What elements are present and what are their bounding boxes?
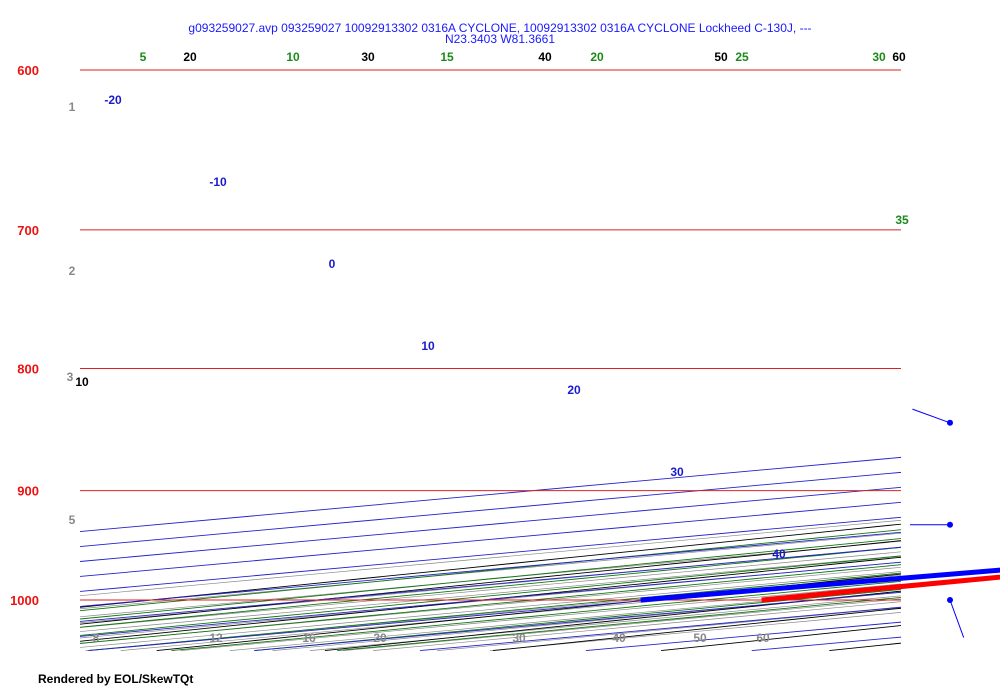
isotherm-line xyxy=(80,561,901,637)
dry-adiabats xyxy=(80,523,901,652)
mixing-ratio-line xyxy=(80,519,901,597)
dry-adiabat-line xyxy=(80,540,901,625)
mixing-ratio-label: 60 xyxy=(756,631,770,645)
isotherm-label: -20 xyxy=(104,93,122,107)
chart-title-line1: g093259027.avp 093259027 10092913302 031… xyxy=(188,21,811,35)
moist-adiabat-label: 35 xyxy=(895,213,909,227)
mixing-ratio-label: 5 xyxy=(69,513,76,527)
mixing-ratio-label: 1 xyxy=(69,100,76,114)
moist-adiabat-line xyxy=(80,546,901,628)
wind-barb-staff xyxy=(912,408,951,424)
isotherm-label: -10 xyxy=(209,175,227,189)
mixing-ratio-line xyxy=(80,571,901,648)
mixing-ratio-line xyxy=(80,561,901,639)
moist-adiabat-label: 15 xyxy=(440,50,454,64)
mixing-ratio-label: 50 xyxy=(693,631,707,645)
moist-adiabat-label: 25 xyxy=(735,50,749,64)
moist-adiabat-line xyxy=(80,555,901,636)
dry-adiabat-line xyxy=(829,642,901,652)
isotherm-line xyxy=(80,501,901,577)
dry-adiabat-line xyxy=(80,556,901,642)
mixing-ratio-line xyxy=(80,551,901,628)
mixing-ratio-line xyxy=(80,540,901,618)
moist-adiabat-line xyxy=(80,564,901,644)
sounding-profiles xyxy=(640,567,1000,603)
mixing-ratio-label: 8 xyxy=(93,631,100,645)
moist-adiabat-line xyxy=(80,529,901,612)
pressure-label: 1000 xyxy=(10,593,39,608)
isotherm-line xyxy=(80,486,901,562)
isotherm-label: 0 xyxy=(329,257,336,271)
isotherm-line xyxy=(88,576,901,652)
mixing-ratio-lines xyxy=(80,519,901,651)
pressure-label: 900 xyxy=(17,484,39,499)
mixing-ratio-label: 20 xyxy=(373,631,387,645)
mixing-ratio-line xyxy=(80,532,901,610)
footer-credit: Rendered by EOL/SkewTQt xyxy=(38,672,194,686)
dry-adiabat-label: 40 xyxy=(538,50,552,64)
isotherm-line xyxy=(420,606,901,652)
mixing-ratio-line xyxy=(80,555,901,632)
moist-adiabat-label: 20 xyxy=(590,50,604,64)
dry-adiabat-label: 10 xyxy=(75,375,89,389)
chart-labels: 600 700 800 900 1000 -20 -10 0 10 20 30 40 20 30 40 50 6… xyxy=(10,50,909,645)
dry-adiabat-line xyxy=(492,607,901,652)
mixing-ratio-label: 12 xyxy=(209,631,223,645)
isotherms xyxy=(80,456,901,652)
wind-barb-station xyxy=(947,419,953,426)
moist-adiabat-line xyxy=(88,572,901,652)
moist-adiabats xyxy=(80,529,901,652)
mixing-ratio-label: 3 xyxy=(67,370,74,384)
moist-adiabat-label: 10 xyxy=(286,50,300,64)
wind-barbs xyxy=(910,408,965,638)
mixing-ratio-label: 16 xyxy=(302,631,316,645)
dry-adiabat-label: 20 xyxy=(183,50,197,64)
isotherm-line xyxy=(80,531,901,607)
pressure-label: 600 xyxy=(17,63,39,78)
pressure-label: 800 xyxy=(17,361,39,376)
isotherm-line xyxy=(80,471,901,547)
mixing-ratio-line xyxy=(85,574,901,651)
mixing-ratio-line xyxy=(343,598,901,651)
moist-adiabat-label: 30 xyxy=(872,50,886,64)
isotherm-label: 40 xyxy=(772,547,786,561)
pressure-label: 700 xyxy=(17,223,39,238)
mixing-ratio-line xyxy=(80,546,901,624)
isotherm-label: 30 xyxy=(670,465,684,479)
isotherm-label: 20 xyxy=(567,383,581,397)
mixing-ratio-label: 40 xyxy=(612,631,626,645)
mixing-ratio-line xyxy=(373,601,901,651)
moist-adiabat-line xyxy=(80,538,901,620)
dry-adiabat-line xyxy=(80,523,901,608)
mixing-ratio-line xyxy=(80,566,901,644)
mixing-ratio-label: 30 xyxy=(512,631,526,645)
chart-title-line2: N23.3403 W81.3661 xyxy=(445,32,555,46)
moist-adiabat-label: 5 xyxy=(140,50,147,64)
moist-adiabat-line xyxy=(337,596,901,652)
dry-adiabat-label: 60 xyxy=(892,50,906,64)
wind-barb-station xyxy=(947,521,953,528)
isotherm-label: 10 xyxy=(421,339,435,353)
mixing-ratio-label: 2 xyxy=(69,264,76,278)
isotherm-line xyxy=(80,516,901,592)
dewpoint-profile xyxy=(640,567,1000,603)
wind-barb-station xyxy=(947,597,953,603)
isotherm-line xyxy=(80,546,901,622)
mixing-ratio-line xyxy=(309,595,901,651)
dry-adiabat-label: 30 xyxy=(361,50,375,64)
isotherm-line xyxy=(80,456,901,533)
dry-adiabat-label: 50 xyxy=(714,50,728,64)
wind-barb-staff xyxy=(949,599,965,638)
